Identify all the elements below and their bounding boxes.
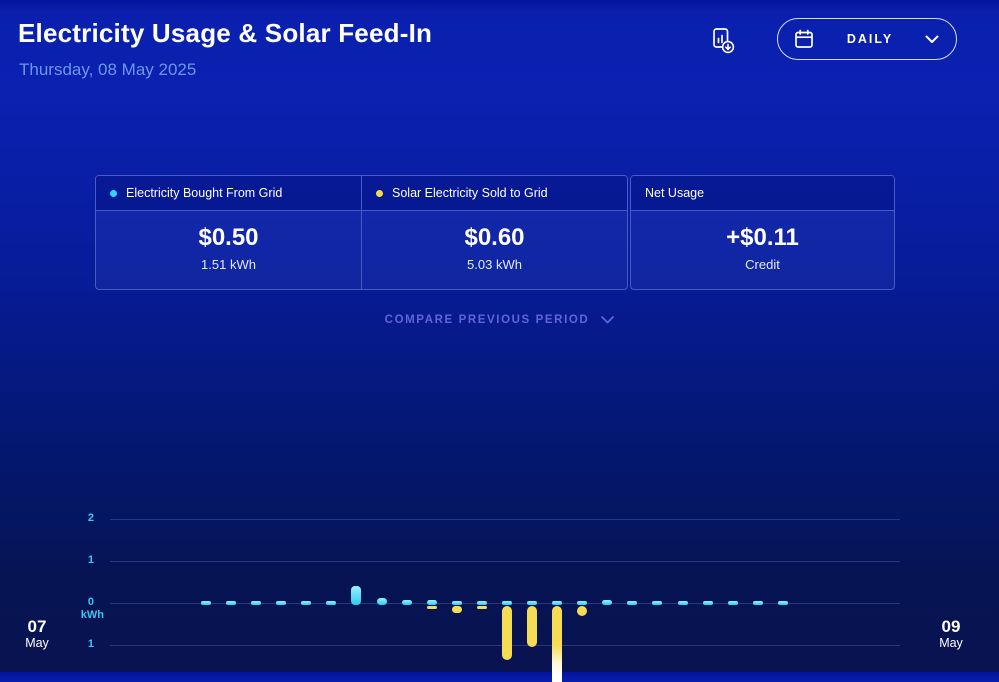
bar-bought-hour-23[interactable] [777,601,788,605]
compare-row: COMPARE PREVIOUS PERIOD [0,310,999,328]
bar-bought-hour-11[interactable] [476,601,487,605]
bar-solar-hour-11[interactable] [476,606,487,609]
net-usage-cell: Net Usage +$0.11 Credit [631,176,894,289]
page-title: Electricity Usage & Solar Feed-In [18,18,433,48]
x-axis-end-date: 09 May [921,617,981,651]
bar-bought-hour-16[interactable] [602,599,613,605]
compare-previous-period-label: COMPARE PREVIOUS PERIOD [384,314,590,326]
sold-to-grid-label: Solar Electricity Sold to Grid [392,186,548,200]
end-month: May [939,636,963,650]
bar-bought-hour-19[interactable] [677,601,688,605]
bar-bought-hour-5[interactable] [326,601,337,605]
bar-bought-hour-13[interactable] [527,601,538,605]
bar-bought-hour-10[interactable] [451,600,462,605]
x-axis-start-date: 07 May [7,617,67,651]
calendar-icon [793,28,815,50]
end-day: 09 [941,617,961,636]
bar-solar-hour-10[interactable] [451,606,462,613]
bar-bought-hour-14[interactable] [552,601,563,605]
bar-bought-hour-8[interactable] [401,600,412,605]
sold-to-grid-header: Solar Electricity Sold to Grid [362,176,627,211]
y-tick-label: 0 [87,596,94,608]
bar-bought-hour-0[interactable] [201,600,211,605]
bought-from-grid-label: Electricity Bought From Grid [126,186,283,200]
bought-from-grid-value: $0.50 [198,224,259,251]
bar-bought-hour-20[interactable] [702,601,713,605]
sold-to-grid-kwh: 5.03 kWh [467,257,522,272]
bar-solar-hour-9[interactable] [426,606,437,609]
bar-bought-hour-17[interactable] [627,601,638,605]
bar-solar-hour-15[interactable] [577,606,588,617]
net-usage-label: Net Usage [645,186,705,200]
bar-solar-hour-14[interactable] [552,606,563,682]
period-selector[interactable]: DAILY [777,18,957,60]
compare-previous-period-button[interactable]: COMPARE PREVIOUS PERIOD [385,314,615,326]
chevron-down-icon [925,35,939,44]
net-usage-card: Net Usage +$0.11 Credit [630,175,895,290]
start-month: May [25,636,49,650]
net-usage-body: +$0.11 Credit [631,211,894,289]
bought-from-grid-body: $0.50 1.51 kWh [96,211,361,289]
bar-bought-hour-6[interactable] [351,586,362,605]
y-tick-label: 1 [87,554,94,566]
page-date: Thursday, 08 May 2025 [19,60,197,79]
bought-from-grid-header: Electricity Bought From Grid [96,176,361,211]
bar-bought-hour-12[interactable] [501,601,512,605]
bought-from-grid-kwh: 1.51 kWh [201,257,256,272]
bar-bought-hour-18[interactable] [652,601,663,605]
bar-bought-hour-3[interactable] [276,601,287,605]
bar-bought-hour-7[interactable] [376,598,387,605]
y-tick-label: 2 [87,512,94,524]
start-day: 07 [27,617,47,636]
sold-to-grid-cell: Solar Electricity Sold to Grid $0.60 5.0… [361,176,627,289]
sold-to-grid-legend-dot [376,189,383,197]
export-report-button[interactable] [706,24,740,58]
bar-solar-hour-12[interactable] [501,606,512,660]
net-usage-header: Net Usage [631,176,894,211]
net-usage-value: +$0.11 [726,224,799,251]
bar-bought-hour-15[interactable] [577,601,588,605]
bar-solar-hour-13[interactable] [527,606,538,647]
grid-solar-summary-card: Electricity Bought From Grid $0.50 1.51 … [95,175,628,290]
bar-bought-hour-21[interactable] [727,601,738,605]
chevron-down-icon [601,316,615,324]
bar-bought-hour-22[interactable] [752,601,763,605]
bar-bought-hour-4[interactable] [301,601,312,605]
gridline [110,519,900,520]
period-selector-value: DAILY [846,32,894,46]
sold-to-grid-body: $0.60 5.03 kWh [362,211,627,289]
net-usage-credit: Credit [745,257,780,272]
bought-from-grid-legend-dot [110,189,117,197]
file-export-download-icon [709,26,737,56]
bar-bought-hour-2[interactable] [251,601,262,605]
gridline [110,561,900,562]
bought-from-grid-cell: Electricity Bought From Grid $0.50 1.51 … [96,176,361,289]
bar-bought-hour-1[interactable] [226,601,237,605]
sold-to-grid-value: $0.60 [464,224,525,251]
summary-cards: Electricity Bought From Grid $0.50 1.51 … [95,175,895,290]
bar-bought-hour-9[interactable] [426,599,437,605]
